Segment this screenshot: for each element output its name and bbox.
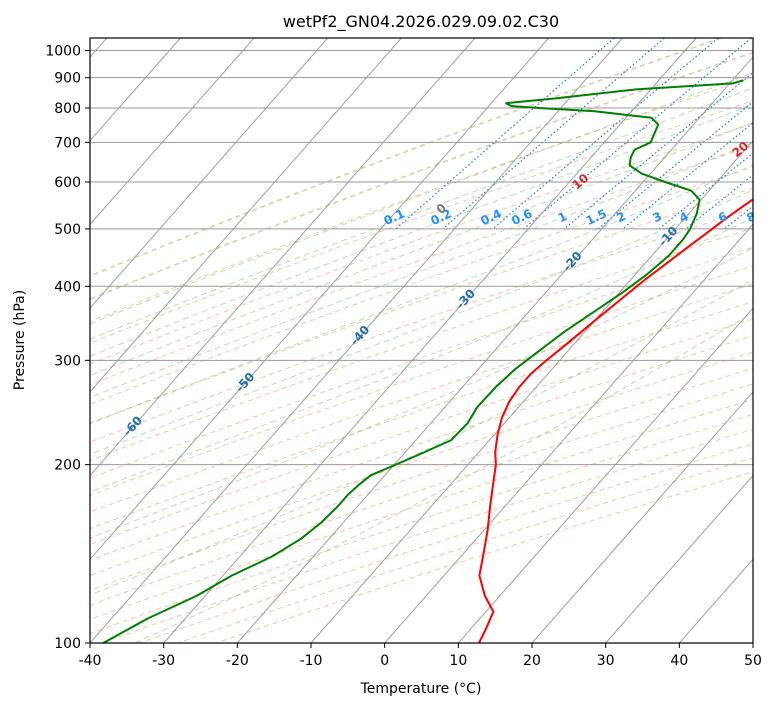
dry-adiabat-line: [90, 351, 753, 576]
y-tick-label: 500: [54, 222, 81, 238]
y-tick-label: 1000: [45, 44, 81, 60]
x-tick-label: 40: [670, 653, 688, 669]
dry-adiabat-line: [90, 145, 753, 386]
y-axis-title: Pressure (hPa): [12, 290, 28, 390]
mixing-ratio-label: 8: [745, 209, 758, 225]
plot-frame: [89, 37, 754, 644]
isobar-grid: [90, 50, 753, 643]
moist-adiabats: [90, 71, 753, 643]
dry-adiabat-line: [90, 51, 753, 301]
y-tick-label: 300: [54, 353, 81, 369]
isotherm-line: [90, 38, 329, 309]
dry-adiabat-line: [90, 207, 753, 443]
moist-adiabat-line: [90, 164, 753, 424]
dry-adiabat-line: [90, 38, 722, 277]
y-tick-label: 100: [54, 636, 81, 652]
plot-background: [90, 38, 753, 643]
x-tick-label: 50: [744, 653, 762, 669]
mixing-ratio-line: [442, 38, 665, 230]
isotherm-line: [457, 307, 753, 643]
x-tick-label: 0: [380, 653, 389, 669]
y-tick-label: 900: [54, 71, 81, 87]
y-tick-label: 200: [54, 458, 81, 474]
plot-area: -100-90-80-70-60-50-40-30-20-100.10.20.4…: [0, 38, 775, 643]
isotherm-line: [531, 391, 753, 643]
x-tick-label: 20: [523, 653, 541, 669]
x-tick-label: -20: [226, 653, 249, 669]
y-tick-label: 800: [54, 101, 81, 117]
dry-adiabat-line: [90, 123, 753, 365]
y-tick-label: 400: [54, 279, 81, 295]
dry-adiabat-line: [90, 383, 753, 606]
temperature-trace: [478, 198, 753, 643]
isotherm-line: [90, 38, 550, 561]
isotherm-line: [605, 474, 753, 643]
y-tick-label: 700: [54, 135, 81, 151]
isotherm-line: [90, 38, 623, 643]
chart-title: wetPf2_GN04.2026.029.09.02.C30: [283, 12, 559, 32]
mixing-ratio-line: [492, 38, 719, 230]
moist-adiabat-line: [90, 189, 753, 455]
isotherm-line: [236, 56, 753, 643]
dry-adiabat-line: [90, 265, 753, 496]
isotherm-line: [90, 38, 476, 477]
x-tick-label: -40: [79, 653, 102, 669]
x-tick-label: 30: [597, 653, 615, 669]
isotherm-line: [752, 642, 753, 643]
dry-adiabat-line: [90, 301, 753, 530]
mixing-ratio-line: [563, 71, 753, 230]
isotherm-line: [90, 38, 402, 393]
isotherm-line: [90, 38, 255, 226]
isotherm-line: [90, 38, 181, 142]
x-axis-title: Temperature (°C): [360, 681, 482, 697]
moist-adiabat-line: [90, 217, 753, 493]
axis-ticks: -40 -30 -20 -10 0 10 20 30 40 50 100 200 300 400 500 60…: [45, 44, 762, 669]
mixing-ratio-line: [658, 152, 753, 230]
moist-adiabat-line: [90, 141, 753, 399]
y-tick-label: 600: [54, 175, 81, 191]
isotherm-line: [384, 223, 753, 643]
x-tick-label: 10: [449, 653, 467, 669]
mixing-ratio-line: [752, 228, 753, 229]
moist-adiabat-line: [134, 312, 753, 643]
x-tick-label: -10: [300, 653, 323, 669]
isotherm-line: [310, 139, 753, 643]
x-tick-label: -30: [152, 653, 175, 669]
mixing-ratio-line: [395, 38, 615, 230]
isotherm-line: [163, 38, 697, 643]
isotherm-grid: [90, 38, 753, 643]
isotherm-label: -70: [0, 467, 24, 492]
mixing-ratio-label: 10: [763, 207, 775, 227]
moist-adiabat-line: [90, 121, 753, 376]
sounding-traces: [102, 79, 753, 643]
mixing-ratio-line: [523, 38, 752, 230]
dewpoint-trace: [102, 79, 744, 643]
mixing-ratio-lines: [395, 38, 753, 230]
moist-adiabat-line: [90, 71, 753, 325]
